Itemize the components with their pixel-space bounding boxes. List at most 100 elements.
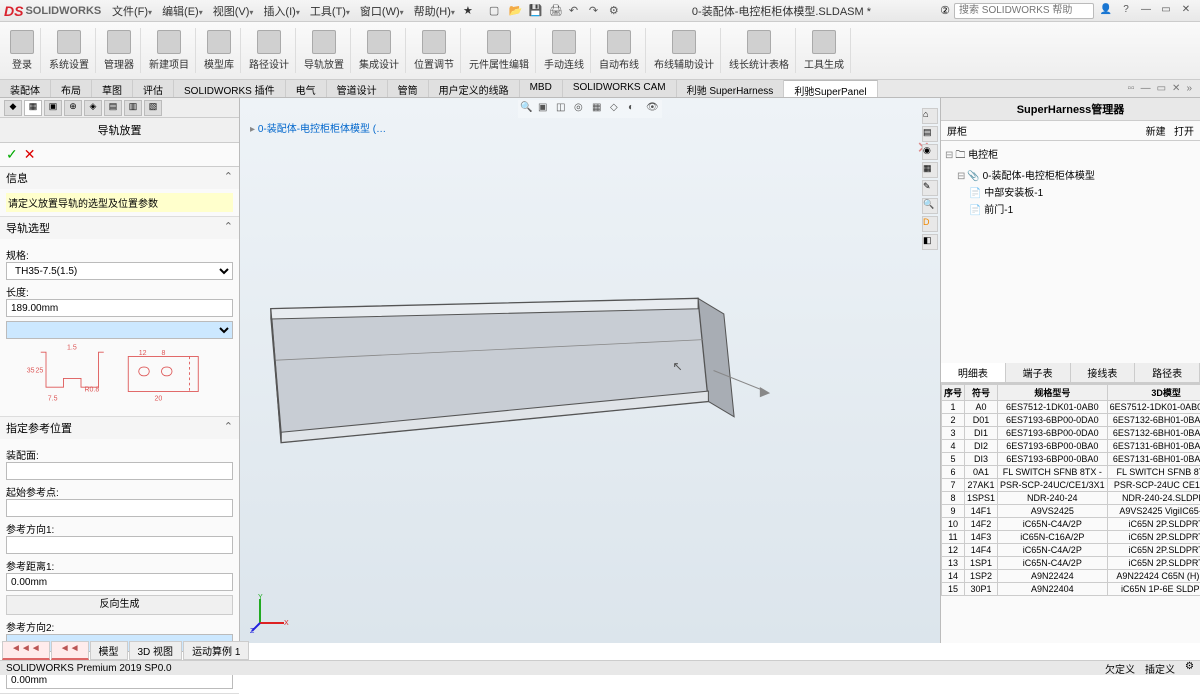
fm-tab-7[interactable]: ▥ [124,100,142,116]
tab-swcam[interactable]: SOLIDWORKS CAM [563,80,677,97]
ribbon-lentable[interactable]: 线长统计表格 [723,28,796,73]
btab-3dview[interactable]: 3D 视图 [129,641,183,660]
fm-tab-3[interactable]: ▣ [44,100,62,116]
ribbon-autowire[interactable]: 自动布线 [593,28,646,73]
detail-tab-terminal[interactable]: 端子表 [1006,363,1071,382]
orientation-triad[interactable]: Y X Z [250,593,290,633]
table-row[interactable]: 131SP1iC65N-C4A/2PiC65N 2P.SLDPRT [942,557,1200,570]
graphics-viewport[interactable]: 🔍 ▣ ◫ ◎ ▦ ◇ ◐ 👁 0-装配体-电控柜柜体模型 (… ✕ ⌂ ▤ ◉… [240,98,940,643]
edge-select[interactable] [6,321,233,339]
menu-view[interactable]: 视图(V)▾ [209,1,258,21]
undo-icon[interactable]: ↶ [569,4,583,18]
open-button[interactable]: 打开 [1174,127,1194,138]
table-row[interactable]: 727AK1PSR-SCP-24UC/CE1/3X1PSR-SCP-24UC C… [942,479,1200,492]
table-row[interactable]: 5DI36ES7193-6BP00-0BA06ES7131-6BH01-0BA0… [942,453,1200,466]
tab-mbd[interactable]: MBD [520,80,563,97]
redo-icon[interactable]: ↷ [589,4,603,18]
ribbon-toolgen[interactable]: 工具生成 [798,28,851,73]
new-button[interactable]: 新建 [1146,127,1166,138]
table-row[interactable]: 1214F4iC65N-C4A/2PiC65N 2P.SLDPRT [942,544,1200,557]
ribbon-posadj[interactable]: 位置调节 [408,28,461,73]
detail-tab-path[interactable]: 路径表 [1135,363,1200,382]
menu-tools[interactable]: 工具(T)▾ [306,1,354,21]
ribbon-wireaux[interactable]: 布线辅助设计 [648,28,721,73]
print-icon[interactable]: 🖨 [549,4,563,18]
fm-tab-6[interactable]: ▤ [104,100,122,116]
minimize-icon[interactable]: — [1138,4,1154,18]
table-row[interactable]: 2D016ES7193-6BP00-0DA06ES7132-6BH01-0BA0… [942,414,1200,427]
close-icon[interactable]: ✕ [1178,4,1194,18]
tab-sketch[interactable]: 草图 [92,80,133,97]
ribbon-integ[interactable]: 集成设计 [353,28,406,73]
rt-appear-icon[interactable]: ◉ [922,144,938,160]
table-row[interactable]: 1114F3iC65N-C16A/2PiC65N 2P.SLDPRT [942,531,1200,544]
ribbon-modellib[interactable]: 模型库 [198,28,241,73]
startpt-input[interactable] [6,499,233,517]
fm-tab-5[interactable]: ◈ [84,100,102,116]
section-icon[interactable]: ◫ [556,102,570,116]
tab-electrical[interactable]: 电气 [286,80,327,97]
chevron-up-icon[interactable]: ⌃ [224,170,233,186]
rt-search-icon[interactable]: 🔍 [922,198,938,214]
menu-star[interactable]: ★ [459,2,477,19]
rt-last-icon[interactable]: ◧ [922,234,938,250]
user-icon[interactable]: 👤 [1098,4,1114,18]
tree-child-midplate[interactable]: 📄 中部安装板-1 [945,183,1196,200]
tab-close-icon[interactable]: ✕ [1172,83,1180,94]
reverse-button[interactable]: 反向生成 [6,595,233,615]
length-input[interactable] [6,299,233,317]
ribbon-manualwire[interactable]: 手动连线 [538,28,591,73]
tab-userroute[interactable]: 用户定义的线路 [429,80,520,97]
zoom-icon[interactable]: 🔍 [520,102,534,116]
table-row[interactable]: 4DI26ES7193-6BP00-0BA06ES7131-6BH01-0BA0… [942,440,1200,453]
btab-red1[interactable]: ◄◄◄ [2,641,50,660]
table-row[interactable]: 1014F2iC65N-C4A/2PiC65N 2P.SLDPRT [942,518,1200,531]
bom-table-container[interactable]: 序号 符号 规格型号 3D模型 1A06ES7512-1DK01-0AB06ES… [941,383,1200,643]
status-gear-icon[interactable]: ⚙ [1185,661,1194,676]
menu-insert[interactable]: 插入(I)▾ [259,1,303,21]
hide-icon[interactable]: 👁 [646,102,660,116]
tab-swaddins[interactable]: SOLIDWORKS 插件 [174,80,286,97]
detail-tab-wiring[interactable]: 接线表 [1071,363,1136,382]
tab-tubing[interactable]: 管筒 [388,80,429,97]
tree-child-assembly[interactable]: ⊟📎 0-装配体-电控柜柜体模型 [945,166,1196,183]
fit-icon[interactable]: ▣ [538,102,552,116]
maximize-icon[interactable]: ▭ [1158,4,1174,18]
save-icon[interactable]: 💾 [529,4,543,18]
tab-piping[interactable]: 管道设计 [327,80,388,97]
ribbon-newproj[interactable]: 新建项目 [143,28,196,73]
fm-tab-2[interactable]: ▦ [24,100,42,116]
tab-min-icon[interactable]: — [1141,83,1151,94]
help-search-input[interactable] [954,3,1094,19]
table-row[interactable]: 1530P1A9N22404iC65N 1P-6E SLDPRT [942,583,1200,596]
tab-evaluate[interactable]: 评估 [133,80,174,97]
ribbon-rail[interactable]: 导轨放置 [298,28,351,73]
menu-file[interactable]: 文件(F)▾ [108,1,156,21]
dist1-input[interactable] [6,573,233,591]
assembly-input[interactable] [6,462,233,480]
rt-prop-icon[interactable]: ▦ [922,162,938,178]
fm-tab-1[interactable]: ◆ [4,100,22,116]
table-row[interactable]: 141SP2A9N22424A9N22424 C65N (H) -2P [942,570,1200,583]
table-row[interactable]: 914F1A9VS2425A9VS2425 VigiIC65-4P [942,505,1200,518]
view-icon[interactable]: ◎ [574,102,588,116]
detail-tab-bom[interactable]: 明细表 [941,363,1006,382]
tab-assembly[interactable]: 装配体 [0,80,51,97]
rt-lib-icon[interactable]: ▤ [922,126,938,142]
tab-arrows-icon[interactable]: » [1186,83,1192,94]
spec-select[interactable]: TH35-7.5(1.5) [6,262,233,280]
open-icon[interactable]: 📂 [509,4,523,18]
ribbon-path[interactable]: 路径设计 [243,28,296,73]
chevron-up-icon[interactable]: ⌃ [224,220,233,236]
ribbon-manager[interactable]: 管理器 [98,28,141,73]
chevron-up-icon[interactable]: ⌃ [224,420,233,436]
btab-red2[interactable]: ◄◄ [51,641,89,660]
ribbon-login[interactable]: 登录 [4,28,41,73]
dir1-input[interactable] [6,536,233,554]
fm-tab-8[interactable]: ▧ [144,100,162,116]
orient-icon[interactable]: ▦ [592,102,606,116]
rt-d-icon[interactable]: D [922,216,938,232]
ok-icon[interactable]: ✓ [6,146,18,163]
rt-home-icon[interactable]: ⌂ [922,108,938,124]
ribbon-propedit[interactable]: 元件属性编辑 [463,28,536,73]
